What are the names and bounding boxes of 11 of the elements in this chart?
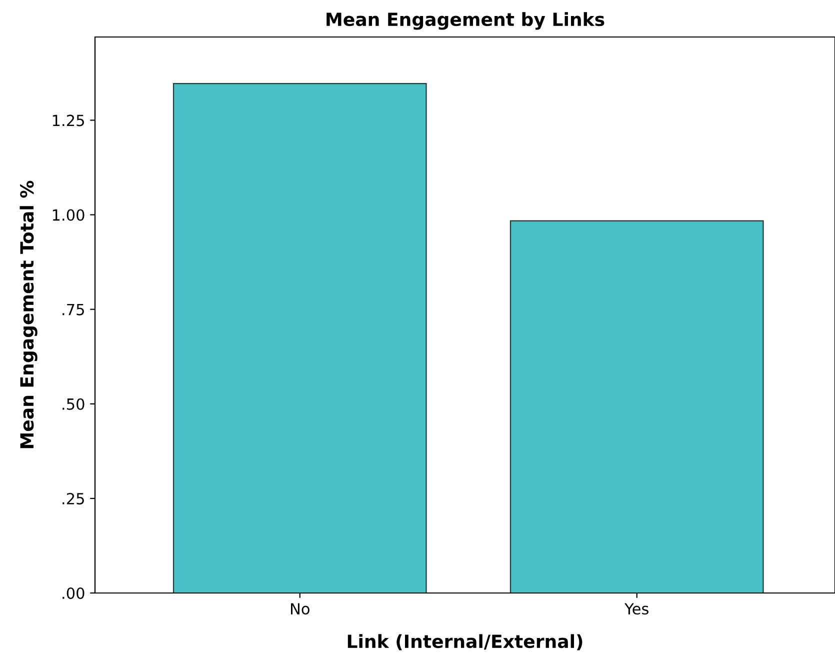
y-tick-label: .25 [62, 492, 84, 504]
y-tick-label: 1.00 [52, 209, 84, 221]
x-tick-label: No [290, 603, 310, 615]
y-axis-title: Mean Engagement Total % [20, 180, 38, 448]
chart-title: Mean Engagement by Links [326, 12, 604, 30]
y-tick-label: .75 [62, 304, 84, 316]
y-tick-label: .00 [62, 587, 84, 600]
y-tick-label: .50 [62, 398, 84, 410]
x-tick-label: Yes [624, 603, 648, 615]
x-axis-title: Link (Internal/External) [348, 634, 582, 650]
y-tick-label: 1.25 [52, 114, 84, 126]
